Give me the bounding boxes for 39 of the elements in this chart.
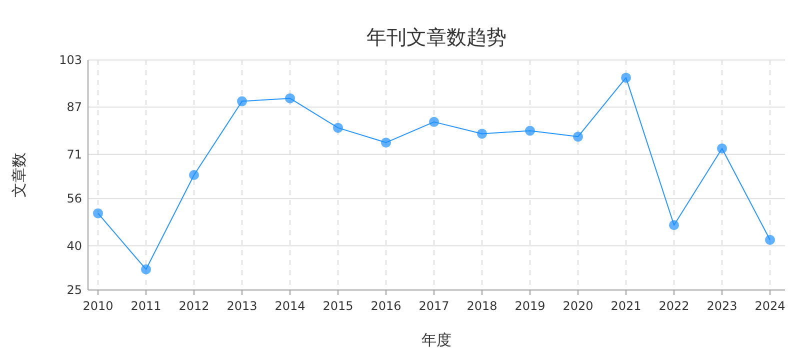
y-tick-label: 103 (59, 53, 82, 67)
x-tick-label: 2022 (658, 299, 690, 313)
point (189, 170, 199, 180)
y-tick-label: 25 (66, 283, 82, 297)
point (669, 220, 679, 230)
point (525, 126, 535, 136)
point (429, 116, 439, 127)
point (333, 122, 343, 133)
point (285, 93, 295, 104)
x-tick-label: 2020 (562, 299, 594, 313)
x-tick-label: 2015 (322, 299, 354, 313)
point (621, 72, 631, 83)
x-tick-label: 2011 (130, 299, 162, 313)
x-tick-label: 2014 (274, 299, 306, 313)
x-tick-label: 2012 (178, 299, 210, 313)
y-tick-label: 71 (66, 147, 82, 162)
x-tick-label: 2016 (370, 299, 402, 313)
x-tick-label: 2017 (418, 299, 450, 313)
x-tick-label: 2024 (754, 299, 786, 313)
point (381, 138, 391, 148)
point (141, 264, 151, 274)
point (573, 132, 583, 142)
point (765, 234, 775, 245)
x-tick-label: 2013 (226, 299, 258, 313)
point (93, 208, 103, 218)
x-tick-label: 2019 (514, 299, 546, 313)
y-tick-label: 56 (66, 192, 82, 206)
chart-title: 年刊文章数趋势 (366, 25, 506, 49)
y-axis-title: 文章数 (10, 152, 28, 198)
x-tick-label: 2018 (466, 299, 498, 313)
point (717, 143, 727, 154)
x-axis-title: 年度 (422, 331, 452, 349)
point (477, 128, 487, 139)
x-tick-label: 2023 (706, 299, 738, 313)
y-tick-label: 87 (66, 100, 82, 114)
x-tick-label: 2010 (82, 299, 114, 313)
x-tick-label: 2021 (610, 299, 642, 313)
y-tick-label: 40 (66, 238, 82, 253)
point (237, 96, 247, 106)
